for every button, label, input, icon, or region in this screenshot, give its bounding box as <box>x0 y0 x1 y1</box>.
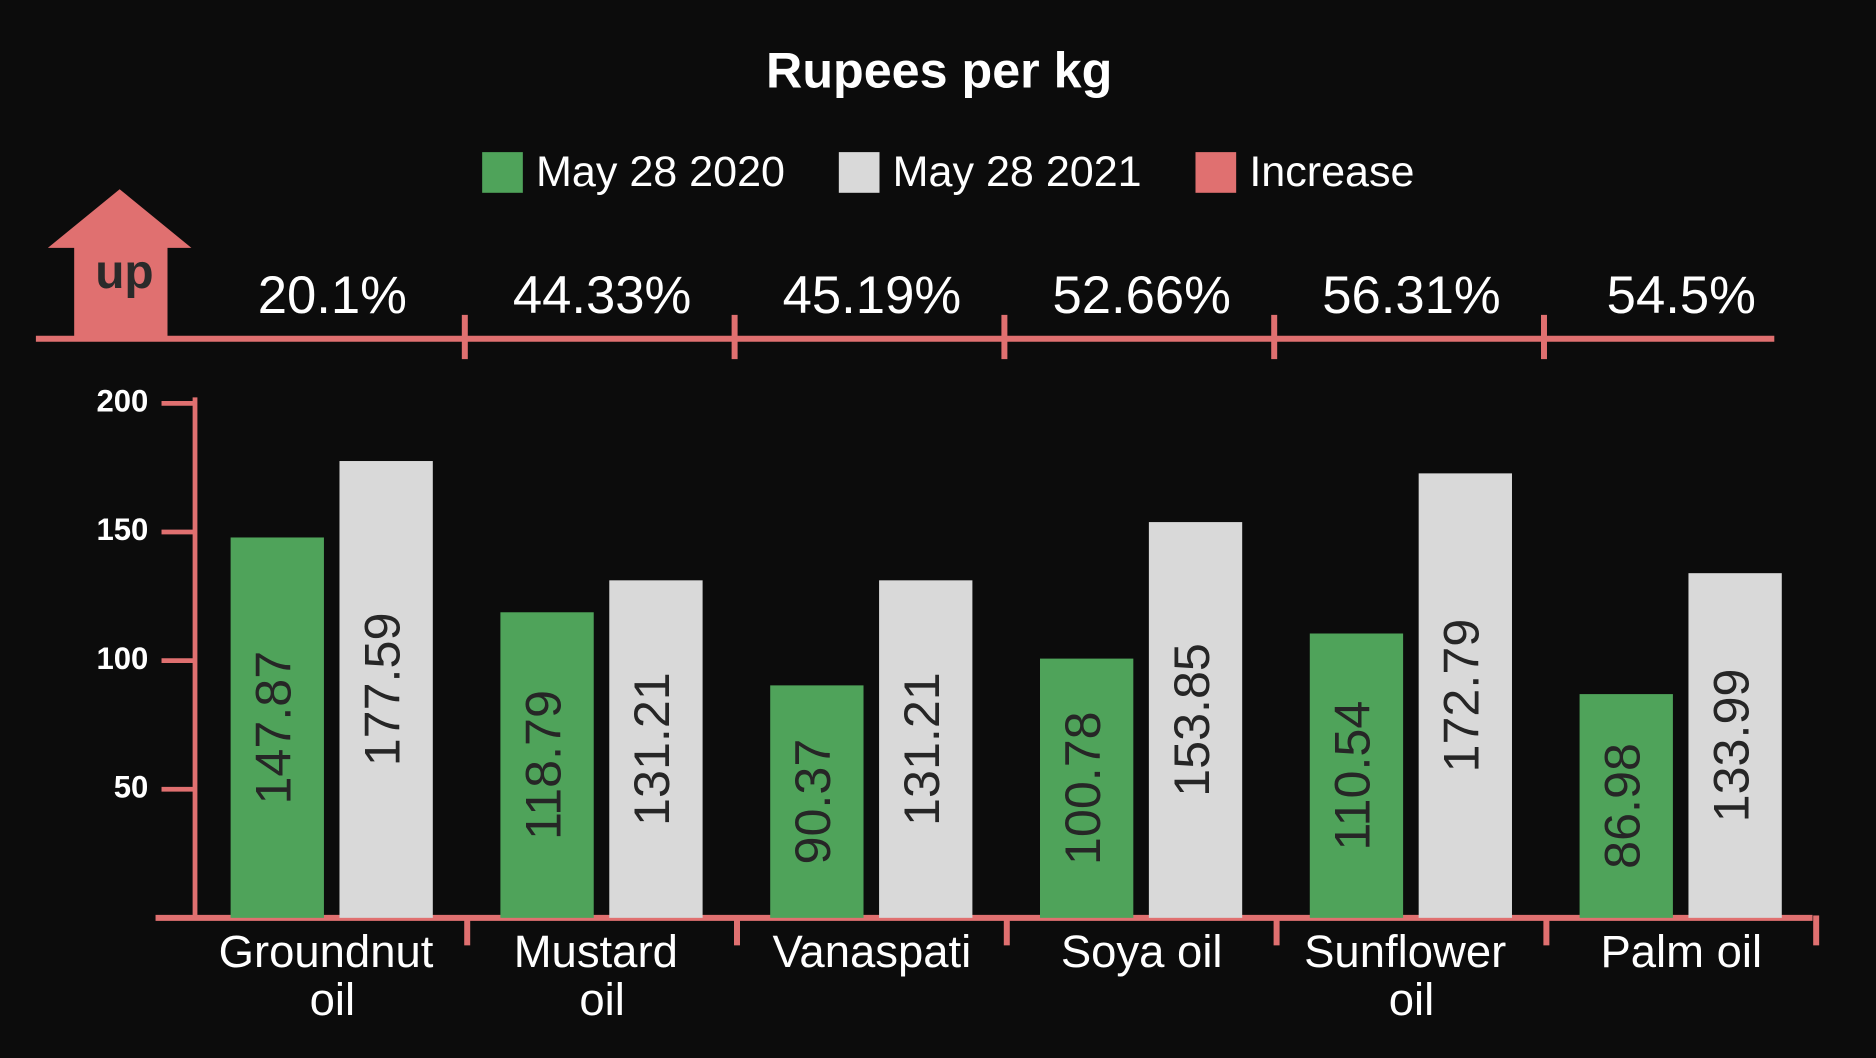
bar <box>1688 573 1782 918</box>
increase-label: 45.19% <box>783 266 961 325</box>
data-label: 110.54 <box>1325 701 1381 851</box>
data-label: 118.79 <box>515 690 571 840</box>
increase-label: 54.5% <box>1607 266 1756 325</box>
bar <box>1039 658 1134 918</box>
legend-label: Increase <box>1249 148 1414 196</box>
y-tick-label: 200 <box>96 384 148 419</box>
legend-swatch <box>1195 152 1237 193</box>
legend-label: May 28 2021 <box>893 148 1142 196</box>
data-label: 147.87 <box>246 651 302 805</box>
bar <box>339 461 433 918</box>
legend-label: May 28 2020 <box>536 148 785 196</box>
x-tick-label: Palm oil <box>1600 926 1762 977</box>
y-tick-label: 50 <box>114 769 149 804</box>
bar <box>1579 694 1673 918</box>
increase-label: 20.1% <box>258 266 407 325</box>
chart-title: Rupees per kg <box>766 43 1112 99</box>
data-label: 131.21 <box>894 672 950 826</box>
legend-swatch <box>482 152 523 193</box>
increase-label: 44.33% <box>513 266 691 325</box>
bar <box>1418 473 1512 918</box>
x-tick-label: Groundnut oil <box>219 926 446 1025</box>
bar <box>770 685 864 918</box>
data-label: 90.37 <box>785 739 841 865</box>
bar <box>1309 633 1404 918</box>
legend-swatch <box>838 152 880 193</box>
data-label: 153.85 <box>1164 643 1220 797</box>
increase-label: 56.31% <box>1322 266 1500 325</box>
data-label: 172.79 <box>1434 619 1490 773</box>
increase-label: 52.66% <box>1052 266 1230 325</box>
data-label: 100.78 <box>1055 711 1111 865</box>
data-label: 177.59 <box>354 613 410 767</box>
badge: up <box>95 246 153 299</box>
bar <box>500 612 594 918</box>
y-tick-label: 150 <box>96 512 148 547</box>
x-tick-label: Sunflower oil <box>1304 926 1519 1025</box>
bar <box>609 580 703 918</box>
data-label: 131.21 <box>624 672 680 826</box>
bar <box>230 537 324 918</box>
bar <box>1148 522 1243 918</box>
up-arrow <box>47 189 192 339</box>
bar <box>879 580 973 918</box>
x-tick-label: Mustard oil <box>514 926 691 1025</box>
x-tick-label: Vanaspati <box>772 926 971 977</box>
y-tick-label: 100 <box>96 641 148 676</box>
data-label: 133.99 <box>1703 669 1759 823</box>
data-label: 86.98 <box>1595 743 1651 869</box>
x-tick-label: Soya oil <box>1061 926 1223 977</box>
